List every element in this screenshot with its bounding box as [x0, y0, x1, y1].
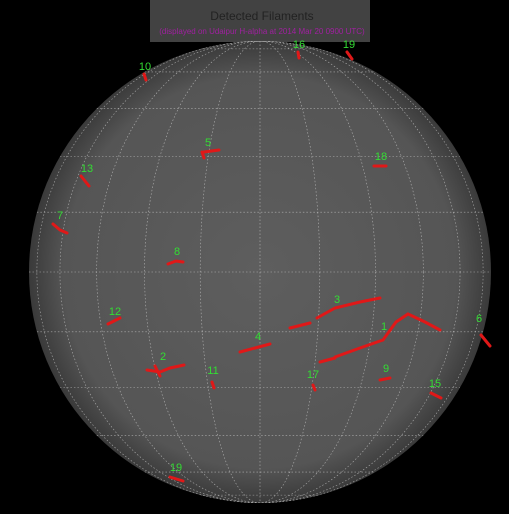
filament-label: 6: [476, 313, 482, 325]
filament-label: 11: [207, 365, 218, 377]
filament: [144, 74, 146, 80]
title: Detected Filaments: [210, 9, 313, 23]
filament-label: 19: [343, 39, 355, 51]
filament-label: 16: [293, 39, 305, 51]
filament: [212, 382, 214, 388]
filament-label: 17: [307, 369, 319, 381]
filament-label: 15: [429, 378, 441, 390]
filament-label: 2: [160, 351, 166, 363]
subtitle: (displayed on Udaipur H-alpha at 2014 Ma…: [159, 27, 365, 36]
filament-label: 1: [381, 321, 387, 333]
filament: [298, 52, 299, 58]
filament-label: 7: [57, 210, 63, 222]
filament-label: 9: [383, 363, 389, 375]
filament-label: 19: [170, 462, 182, 474]
filament-label: 4: [255, 331, 261, 343]
filament-label: 5: [205, 137, 211, 149]
filament-label: 18: [375, 151, 387, 163]
solar-image: Detected Filaments (displayed on Udaipur…: [0, 0, 509, 514]
filament-label: 8: [174, 246, 180, 258]
filament-label: 3: [334, 294, 340, 306]
filament-label: 13: [81, 163, 93, 175]
filament: [313, 385, 315, 390]
filament: [380, 378, 390, 380]
filament-label: 10: [139, 61, 151, 73]
filament-label: 12: [109, 306, 121, 318]
